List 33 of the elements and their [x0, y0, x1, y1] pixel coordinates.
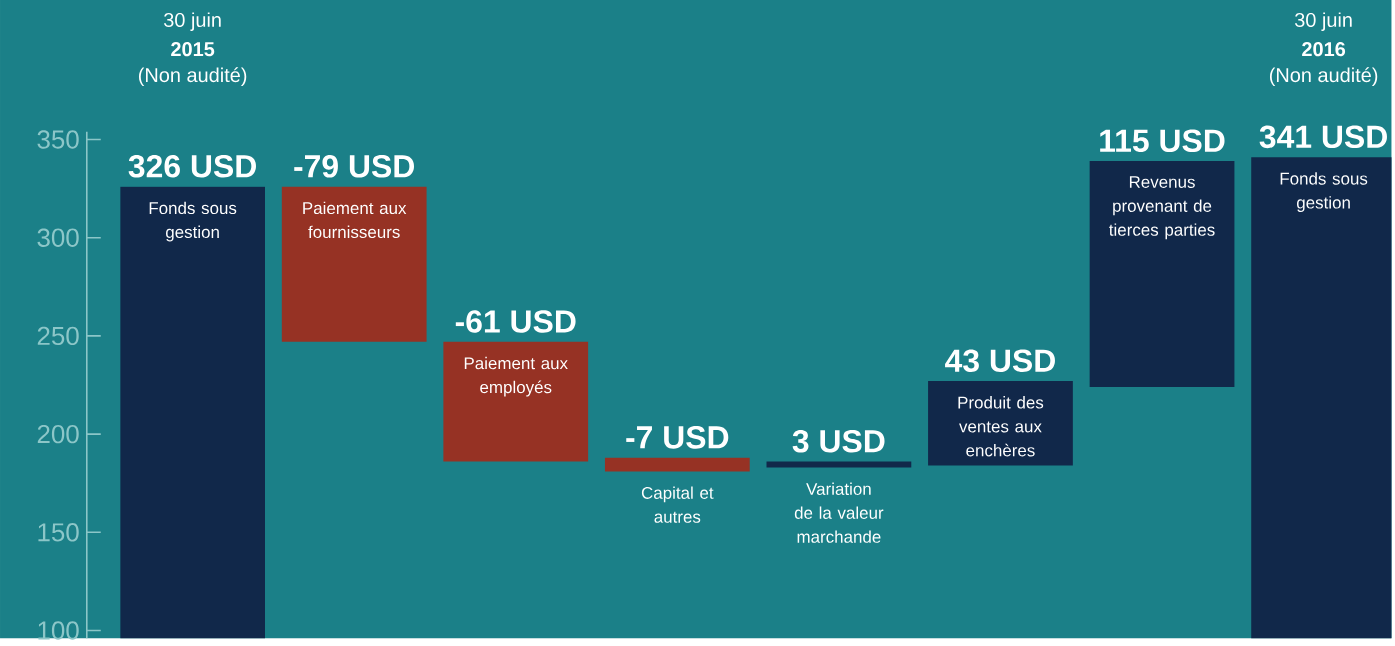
data-label: -61 USD: [455, 310, 576, 333]
bar: [443, 341, 589, 462]
x-tick-label: Produit des ventes aux enchères: [958, 395, 1044, 457]
x-tick-label: Fonds sous gestion: [1280, 172, 1368, 212]
y-tick-label: 300: [37, 228, 79, 247]
bar: [928, 380, 1073, 466]
data-label: 3 USD: [792, 429, 885, 453]
y-tick-label: 100: [38, 621, 79, 640]
data-label: 341 USD: [1259, 125, 1387, 148]
text: 30 juin: [1294, 12, 1352, 31]
data-label: 326 USD: [128, 154, 256, 178]
x-tick-label: Capital et autres: [641, 486, 714, 523]
y-tick-label: 150: [38, 522, 79, 542]
text: (Non audité): [138, 67, 247, 86]
text: 30 juin: [163, 12, 221, 31]
x-tick-label: Paiement aux fournisseurs: [303, 201, 407, 238]
y-tick-label: 350: [37, 130, 79, 149]
text: 2016: [1302, 41, 1346, 57]
data-label: -7 USD: [626, 425, 729, 449]
x-tick-label: Paiement aux employés: [464, 356, 568, 397]
bar: [281, 186, 427, 342]
text: (Non audité): [1269, 67, 1378, 86]
x-tick-label: Revenus provenant de tierces parties: [1109, 175, 1215, 240]
data-label: -79 USD: [294, 154, 414, 178]
x-tick-label: Variation de la valeur marchande: [794, 482, 884, 543]
bar: [1089, 160, 1235, 387]
text: 2015: [171, 41, 215, 57]
y-tick-label: 200: [37, 424, 79, 444]
y-tick-label: 250: [37, 326, 79, 345]
data-label: 43 USD: [945, 349, 1055, 372]
data-label: 115 USD: [1100, 129, 1225, 152]
bar: [604, 457, 750, 472]
x-tick-label: Fonds sous gestion: [149, 201, 237, 242]
